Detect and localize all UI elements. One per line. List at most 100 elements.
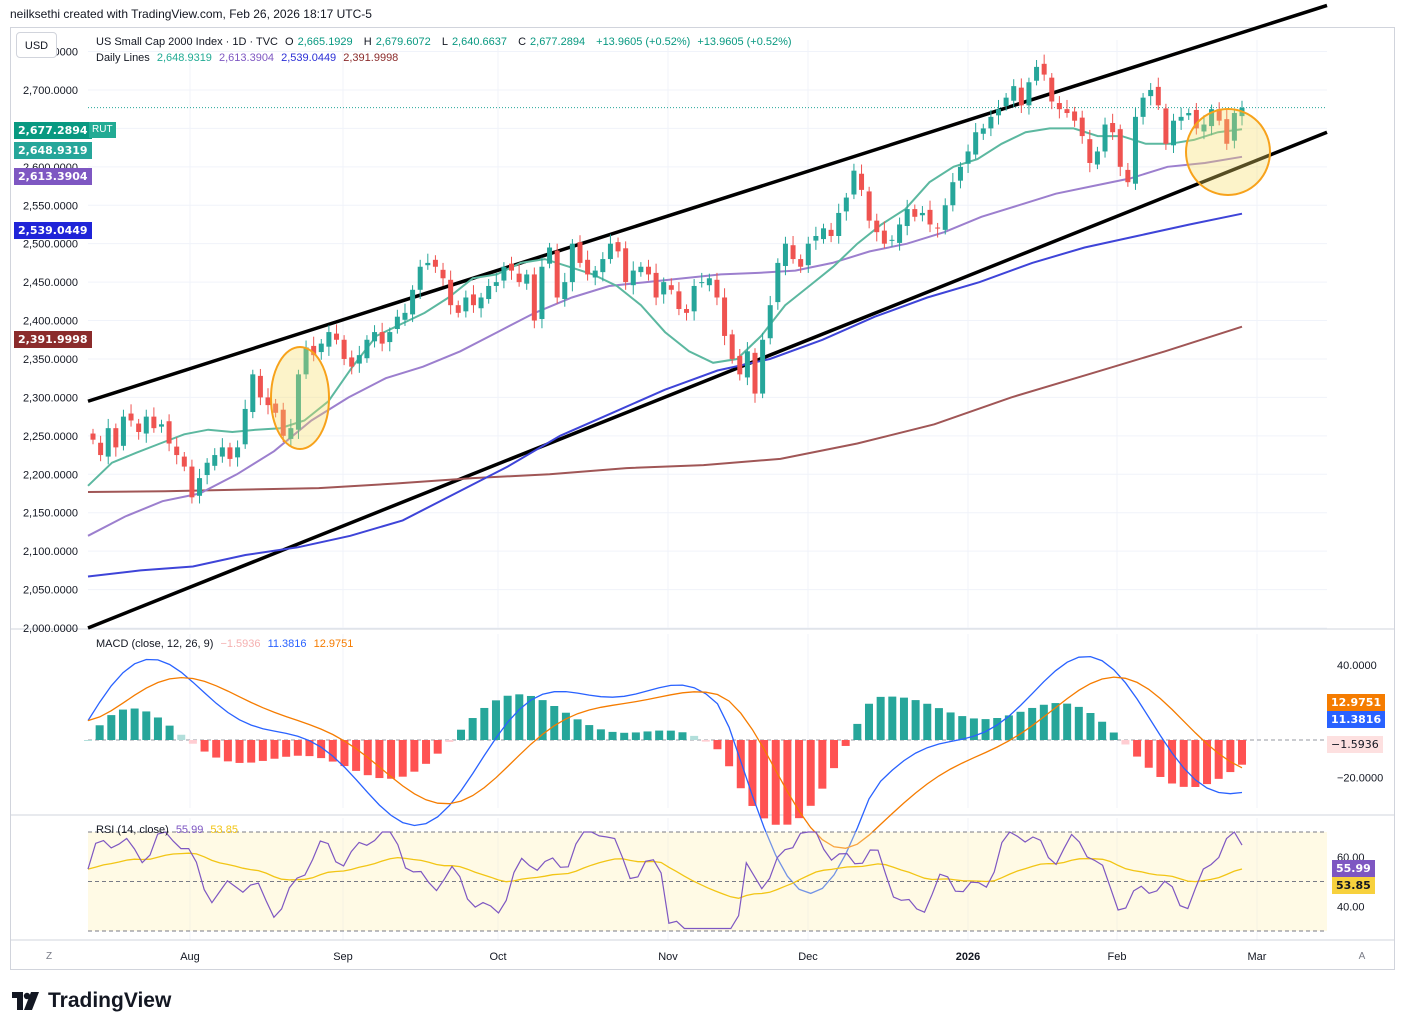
- candle-body: [1056, 103, 1062, 110]
- macd-histogram-bar: [864, 703, 873, 740]
- dl-ma50-value: 2,613.3904: [219, 52, 275, 64]
- candle-body: [965, 151, 971, 164]
- macd-histogram-bar: [142, 711, 151, 740]
- macd-histogram-bar: [911, 700, 920, 740]
- candlesticks: [90, 54, 1245, 504]
- macd-histogram-bar: [934, 708, 943, 740]
- candle-body: [859, 173, 865, 190]
- candle-body: [805, 243, 811, 266]
- auto-scale-button[interactable]: A: [1358, 951, 1366, 962]
- candle-body: [1072, 111, 1078, 121]
- macd-histogram-bar: [118, 709, 127, 740]
- macd-histogram-bar: [608, 731, 617, 740]
- macd-histogram-bar: [655, 730, 664, 740]
- candle-body: [333, 333, 339, 340]
- candle-body: [394, 316, 400, 330]
- candle-body: [288, 428, 294, 439]
- rsi-value: 55.99: [175, 824, 204, 836]
- candle-body: [387, 332, 393, 343]
- candle-body: [349, 357, 355, 367]
- ma200-line: [87, 325, 1243, 493]
- daily-lines-title: Daily Lines: [96, 52, 150, 64]
- candle-body: [235, 447, 241, 458]
- candle-body: [417, 266, 423, 290]
- candle-body: [204, 462, 210, 476]
- macd-histogram-bar: [1203, 740, 1212, 785]
- candle-body: [128, 413, 134, 421]
- candle-body: [706, 278, 712, 286]
- macd-histogram-bar: [491, 700, 500, 740]
- ma50-line: [87, 155, 1243, 537]
- candle-body: [744, 351, 750, 378]
- candle-body: [1193, 109, 1199, 129]
- candle-body: [364, 339, 370, 359]
- candle-body: [455, 305, 461, 313]
- macd-histogram-bar: [736, 740, 745, 789]
- macd-histogram-bar: [573, 719, 582, 740]
- candle-body: [166, 421, 172, 444]
- candle-body: [820, 228, 826, 240]
- zoom-reset-button[interactable]: Z: [45, 951, 53, 962]
- candle-body: [516, 273, 522, 283]
- candle-body: [295, 374, 301, 430]
- macd-histogram-bar: [561, 712, 570, 740]
- candle-body: [1155, 86, 1161, 106]
- ma20-price-tag: 2,648.9319: [14, 142, 92, 159]
- macd-histogram-bar: [795, 740, 804, 819]
- candle-body: [1034, 66, 1040, 81]
- macd-histogram-bar: [1179, 740, 1188, 787]
- macd-histogram-bar: [678, 732, 687, 740]
- candle-body: [684, 309, 690, 313]
- candle-body: [668, 285, 674, 290]
- candle-body: [980, 128, 986, 134]
- highlight-ellipse-aug: [270, 346, 330, 450]
- rsi-ma-tag: 53.85: [1332, 877, 1375, 894]
- time-tick-label: Nov: [658, 951, 678, 963]
- macd-histogram-bar: [457, 729, 466, 740]
- macd-histogram-bar: [130, 708, 139, 740]
- macd-histogram-bar: [888, 696, 897, 740]
- macd-line: [87, 655, 1243, 895]
- rsi-ma-value: 53.85: [210, 824, 238, 836]
- candle-body: [1231, 113, 1237, 141]
- macd-hist-tag: −1.5936: [1327, 736, 1383, 753]
- candle-body: [425, 262, 431, 266]
- candle-body: [1117, 129, 1123, 167]
- candle-body: [440, 269, 446, 279]
- macd-histogram-bar: [1214, 740, 1223, 779]
- open-value: 2,665.1929: [297, 36, 353, 48]
- dl-ma100-value: 2,539.0449: [281, 52, 337, 64]
- macd-histogram-bar: [841, 740, 850, 746]
- macd-histogram-bar: [282, 740, 291, 757]
- candle-body: [592, 270, 598, 278]
- candle-body: [843, 197, 849, 212]
- candle-body: [326, 332, 332, 347]
- candle-body: [881, 230, 887, 244]
- macd-histogram-bar: [1191, 740, 1200, 787]
- candle-body: [661, 282, 667, 295]
- macd-histogram-bar: [375, 740, 384, 779]
- candle-body: [1079, 117, 1085, 137]
- macd-histogram-bar: [993, 718, 1002, 740]
- currency-button[interactable]: USD: [16, 32, 57, 58]
- candle-body: [942, 205, 948, 230]
- candle-body: [1102, 124, 1108, 152]
- macd-histogram-bar: [690, 735, 699, 740]
- tradingview-logo[interactable]: TradingView: [12, 988, 171, 1014]
- rsi-ma-line: [87, 852, 1243, 899]
- candle-body: [280, 409, 286, 436]
- rsi-axis-bottom: 40.00: [1337, 901, 1365, 913]
- symbol-legend: US Small Cap 2000 Index · 1D · TVC O 2,66…: [96, 36, 796, 48]
- macd-histogram-bar: [258, 740, 267, 761]
- candle-body: [691, 285, 697, 312]
- candle-body: [585, 259, 591, 275]
- candle-body: [950, 182, 956, 206]
- price-axis: 2,750.00002,700.00002,650.00002,600.0000…: [23, 47, 78, 635]
- channel-lower-line: [87, 130, 1328, 630]
- candle-body: [189, 466, 195, 498]
- tradingview-logo-icon: [12, 992, 39, 1010]
- macd-histogram-bar: [585, 725, 594, 740]
- macd-histogram-bar: [853, 723, 862, 740]
- candle-body: [889, 239, 895, 241]
